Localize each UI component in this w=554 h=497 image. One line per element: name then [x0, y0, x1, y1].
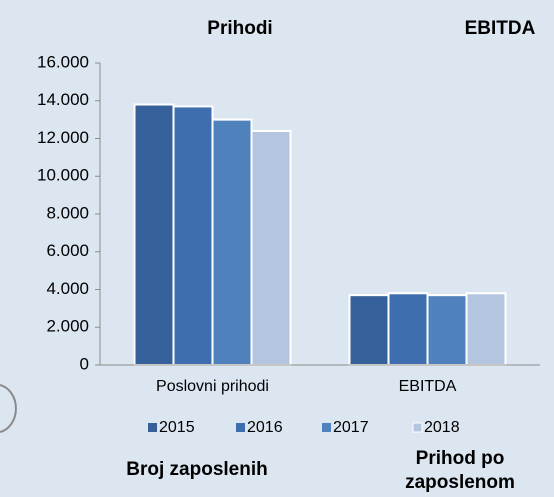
decoration-arc: [0, 384, 17, 433]
legend-swatch: [412, 422, 423, 433]
bar: [426, 294, 468, 367]
y-tick-label: 0: [80, 354, 89, 373]
y-tick-label: 8.000: [46, 203, 89, 222]
y-tick-label: 4.000: [46, 279, 89, 298]
legend-label: 2017: [333, 419, 369, 436]
legend-swatch: [148, 423, 157, 432]
bar: [465, 292, 507, 366]
legend-label: 2015: [159, 419, 195, 436]
heading: EBITDA: [465, 18, 536, 39]
bar: [387, 292, 429, 366]
y-tick-label: 14.000: [37, 90, 89, 109]
y-tick-label: 16.000: [37, 52, 89, 71]
heading: Prihod po zaposlenom: [405, 448, 515, 493]
bar: [172, 105, 214, 366]
legend-swatch: [236, 423, 245, 432]
y-tick-label: 2.000: [46, 317, 89, 336]
heading: Broj zaposlenih: [126, 459, 267, 480]
legend-label: 2018: [424, 419, 460, 436]
y-tick-label: 10.000: [37, 166, 89, 185]
x-tick-label: Poslovni prihodi: [156, 378, 269, 395]
legend-label: 2016: [247, 419, 283, 436]
y-tick-label: 12.000: [37, 128, 89, 147]
bar: [133, 103, 175, 367]
x-tick-label: EBITDA: [399, 378, 457, 395]
bar: [211, 118, 253, 366]
bar: [348, 294, 390, 367]
legend-swatch: [322, 423, 331, 432]
heading: Prihodi: [207, 18, 272, 39]
bar: [250, 129, 292, 366]
y-tick-label: 6.000: [46, 241, 89, 260]
